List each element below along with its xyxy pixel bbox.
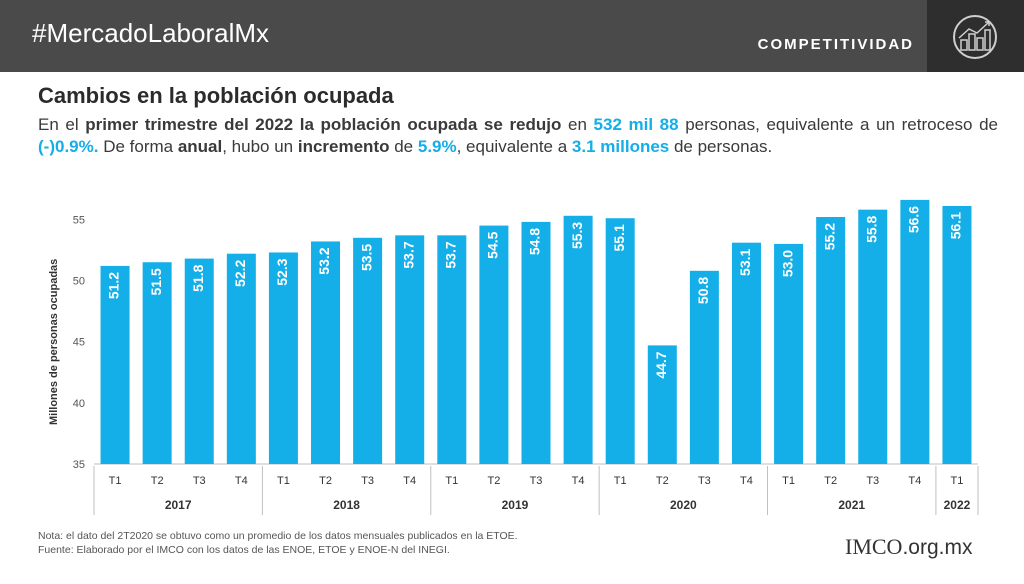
x-tick-label: T1 <box>277 475 290 487</box>
bar-value-label: 44.7 <box>653 351 669 378</box>
x-tick-label: T1 <box>445 475 458 487</box>
year-label: 2021 <box>838 498 865 512</box>
bar-value-label: 53.2 <box>316 247 332 274</box>
y-tick-label: 45 <box>73 337 85 349</box>
y-tick-label: 50 <box>73 276 85 288</box>
bar <box>353 237 383 464</box>
x-tick-label: T1 <box>782 475 795 487</box>
x-tick-label: T3 <box>361 475 374 487</box>
bar <box>731 242 761 464</box>
bar-value-label: 55.2 <box>821 223 837 250</box>
year-label: 2020 <box>670 498 697 512</box>
bar-value-label: 56.6 <box>906 206 922 233</box>
y-axis-label: Millones de personas ocupadas <box>48 258 60 425</box>
bar-value-label: 53.5 <box>358 244 374 271</box>
y-tick-label: 55 <box>73 214 85 226</box>
bar-value-label: 51.8 <box>190 264 206 291</box>
bar <box>100 265 130 464</box>
bar <box>184 258 214 464</box>
x-tick-label: T3 <box>698 475 711 487</box>
year-label: 2017 <box>165 498 192 512</box>
year-label: 2019 <box>502 498 529 512</box>
bar <box>816 217 846 464</box>
source-text: Fuente: Elaborado por el IMCO con los da… <box>38 544 450 556</box>
summary-text: En el primer trimestre del 2022 la pobla… <box>38 115 999 156</box>
header-bar: #MercadoLaboralMx COMPETITIVIDAD <box>0 0 1024 72</box>
bar-value-label: 55.1 <box>611 224 627 251</box>
bar-value-label: 52.2 <box>232 259 248 286</box>
bar-value-label: 55.8 <box>863 215 879 242</box>
imco-brand: IMCO <box>845 534 903 559</box>
x-tick-label: T4 <box>572 475 585 487</box>
bar-value-label: 53.0 <box>779 250 795 277</box>
x-tick-label: T3 <box>193 475 206 487</box>
x-tick-label: T4 <box>740 475 753 487</box>
bar-value-label: 55.3 <box>569 222 585 249</box>
y-tick-label: 40 <box>73 398 85 410</box>
x-tick-label: T3 <box>866 475 879 487</box>
bar-value-label: 56.1 <box>948 212 964 239</box>
x-tick-label: T4 <box>235 475 248 487</box>
x-tick-label: T4 <box>908 475 921 487</box>
bar-value-label: 50.8 <box>695 277 711 304</box>
bar <box>858 209 888 464</box>
x-tick-label: T3 <box>530 475 543 487</box>
bar <box>647 345 677 464</box>
bar <box>521 221 551 464</box>
city-growth-icon <box>953 15 997 59</box>
bar-value-label: 53.1 <box>737 248 753 275</box>
bar-value-label: 51.5 <box>148 268 164 295</box>
x-tick-label: T4 <box>403 475 416 487</box>
note-text: Nota: el dato del 2T2020 se obtuvo como … <box>38 530 518 542</box>
bar-value-label: 52.3 <box>274 258 290 285</box>
bar <box>142 262 172 464</box>
bar-value-label: 53.7 <box>443 241 459 268</box>
bar-value-label: 54.8 <box>527 228 543 255</box>
bar <box>774 243 804 464</box>
bar <box>395 235 425 464</box>
imco-logo: IMCO.org.mx <box>845 534 972 560</box>
bar-value-label: 51.2 <box>106 272 122 299</box>
logo-box <box>927 0 1024 72</box>
page-title: Cambios en la población ocupada <box>38 83 394 108</box>
bar <box>437 235 467 464</box>
x-tick-label: T2 <box>656 475 669 487</box>
year-label: 2022 <box>944 498 971 512</box>
bar <box>311 241 341 464</box>
bar <box>563 215 593 464</box>
x-tick-label: T2 <box>319 475 332 487</box>
year-label: 2018 <box>333 498 360 512</box>
bar <box>942 206 972 464</box>
y-tick-label: 35 <box>73 459 85 471</box>
x-tick-label: T2 <box>487 475 500 487</box>
hashtag-title: #MercadoLaboralMx <box>32 18 270 48</box>
bar-value-label: 54.5 <box>485 231 501 258</box>
x-tick-label: T1 <box>109 475 122 487</box>
x-tick-label: T1 <box>614 475 627 487</box>
section-label: COMPETITIVIDAD <box>757 36 914 53</box>
bar <box>268 252 298 464</box>
bar-value-label: 53.7 <box>400 241 416 268</box>
footnotes: Nota: el dato del 2T2020 se obtuvo como … <box>38 529 518 557</box>
bar <box>479 225 509 464</box>
bar <box>900 199 930 464</box>
x-tick-label: T2 <box>151 475 164 487</box>
imco-domain: .org.mx <box>902 536 973 559</box>
x-tick-label: T2 <box>824 475 837 487</box>
x-tick-label: T1 <box>951 475 964 487</box>
bar <box>689 270 719 464</box>
bar <box>605 218 635 464</box>
bar <box>226 253 256 464</box>
